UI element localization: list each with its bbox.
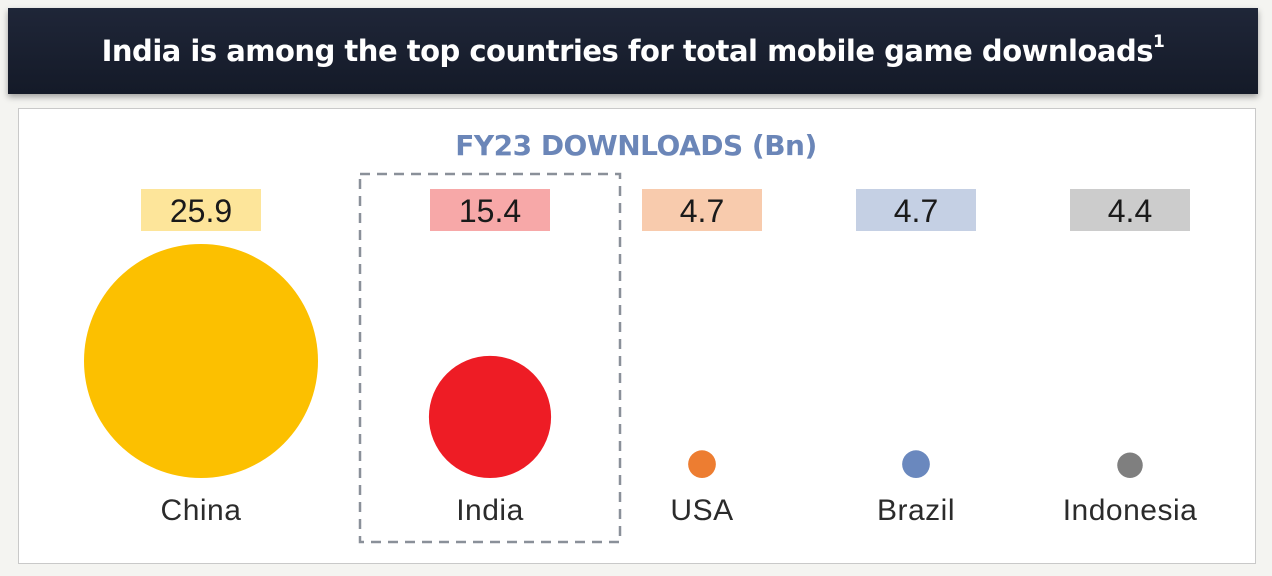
value-label-box xyxy=(856,189,976,231)
bubble-brazil xyxy=(902,450,930,478)
page-title-text: India is among the top countries for tot… xyxy=(101,34,1154,68)
category-label: Indonesia xyxy=(1063,494,1198,527)
value-label: 25.9 xyxy=(170,193,232,229)
value-label-box xyxy=(430,189,550,231)
value-label: 15.4 xyxy=(459,193,521,229)
title-banner: India is among the top countries for tot… xyxy=(8,8,1258,94)
category-label: India xyxy=(456,494,524,527)
chart-title: FY23 DOWNLOADS (Bn) xyxy=(455,129,817,162)
footnote-marker: 1 xyxy=(1153,32,1165,53)
category-label: Brazil xyxy=(877,494,955,527)
bubble-china xyxy=(84,244,318,478)
value-label: 4.4 xyxy=(1108,193,1152,229)
category-label: China xyxy=(161,494,242,527)
bubble-india xyxy=(428,355,552,478)
category-label: USA xyxy=(670,494,733,527)
value-label: 4.7 xyxy=(894,193,938,229)
page-title: India is among the top countries for tot… xyxy=(101,32,1165,68)
value-label-box xyxy=(141,189,261,231)
value-label: 4.7 xyxy=(680,193,724,229)
value-label-box xyxy=(642,189,762,231)
highlight-frame xyxy=(358,172,622,544)
value-label-box xyxy=(1070,189,1190,231)
bubble-usa xyxy=(688,450,716,478)
bubble-indonesia xyxy=(1117,452,1143,478)
